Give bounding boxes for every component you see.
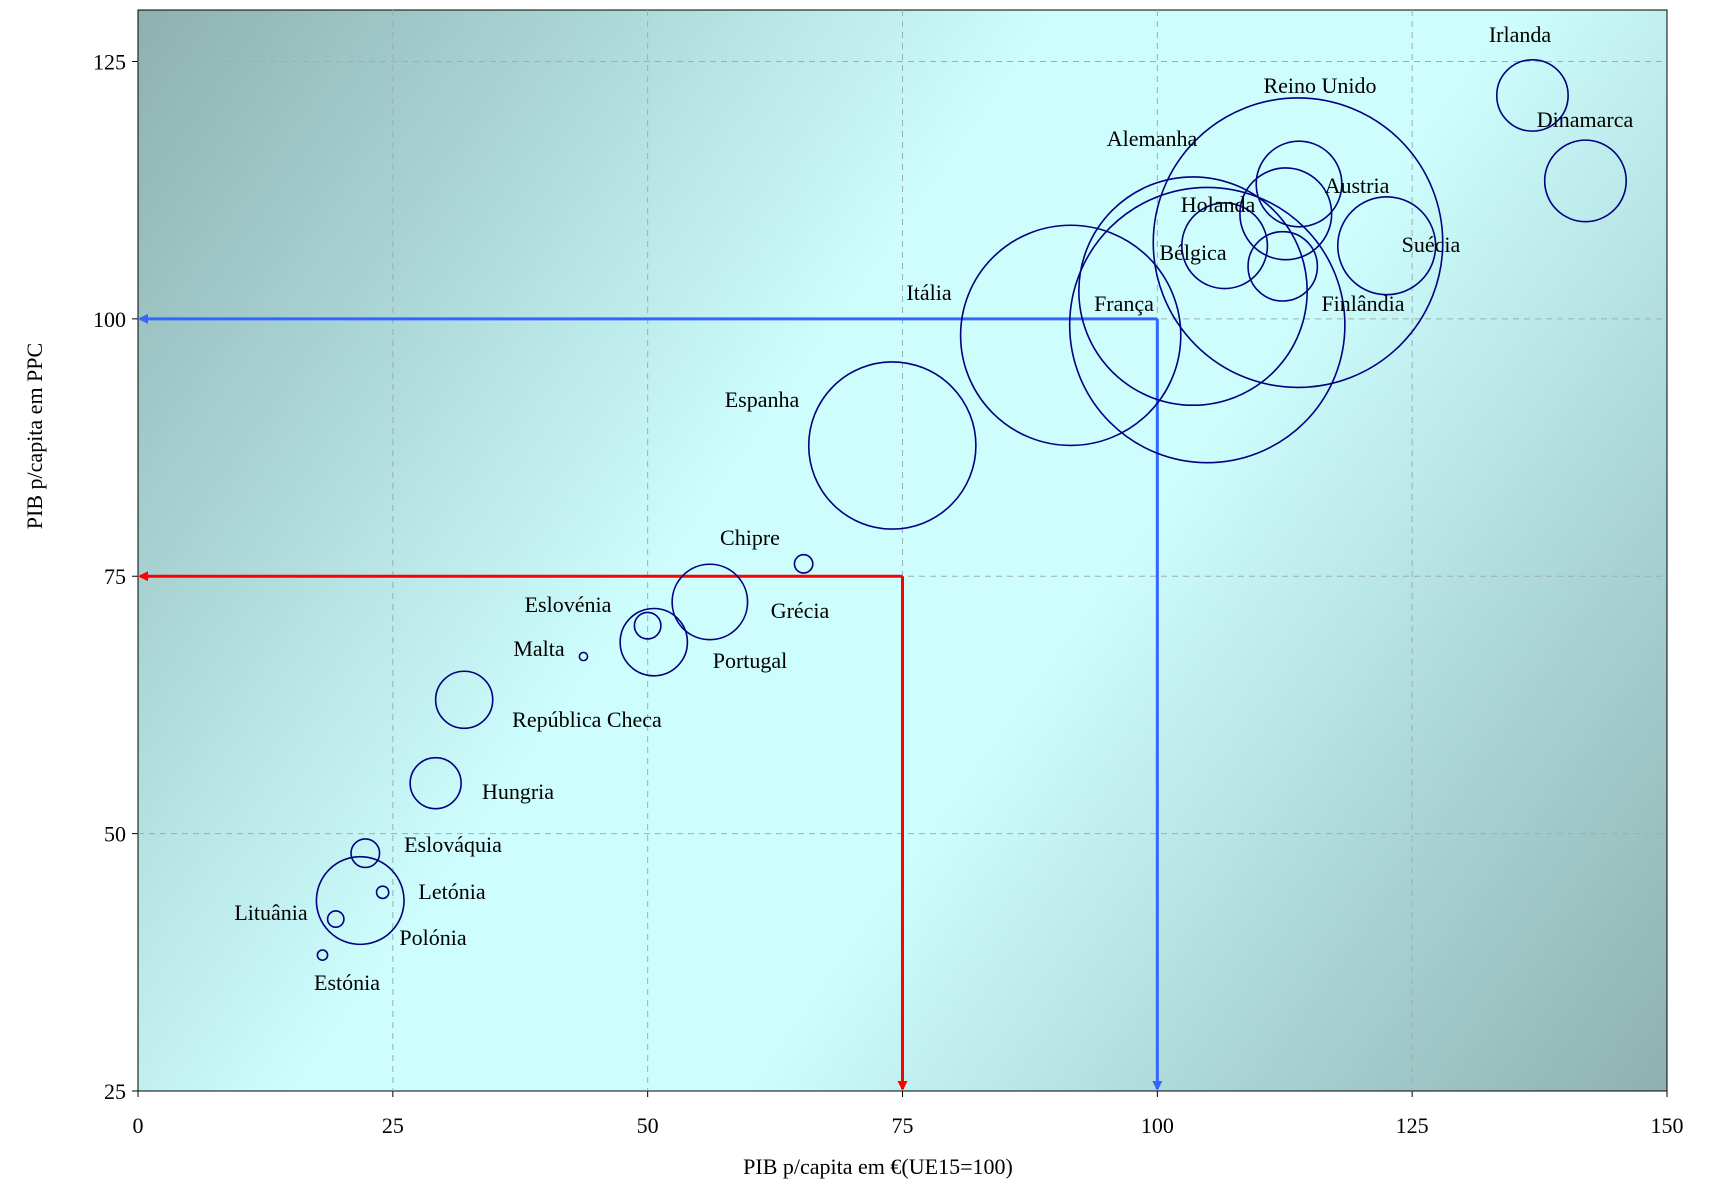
- bubble-Malta: [578, 651, 589, 662]
- bubble-Lituânia: [326, 910, 345, 929]
- x-tick-label: 50: [637, 1113, 659, 1138]
- x-tick-label: 100: [1141, 1113, 1174, 1138]
- axes: 0 25 50 75 100 125 150 25 50 75 100 125: [93, 49, 1684, 1138]
- bubble-Irlanda: [1495, 58, 1569, 132]
- x-tick-label: 125: [1396, 1113, 1429, 1138]
- y-tick-label: 75: [104, 564, 126, 589]
- bubble-Holanda: [1239, 167, 1333, 261]
- label-Itália: Itália: [906, 280, 951, 305]
- label-Austria: Austria: [1325, 173, 1390, 198]
- label-Holanda: Holanda: [1181, 192, 1256, 217]
- bubble-Austria: [1255, 140, 1343, 228]
- label-Malta: Malta: [513, 636, 565, 661]
- bubble-Eslovénia: [633, 611, 662, 640]
- bubble-Polónia: [315, 855, 405, 946]
- label-Suécia: Suécia: [1402, 232, 1461, 257]
- bubble-Grécia: [671, 563, 749, 641]
- label-Letónia: Letónia: [418, 879, 485, 904]
- bubble-Reino Unido: [1152, 97, 1444, 389]
- bubble-Chipre: [793, 553, 814, 574]
- label-Estónia: Estónia: [314, 970, 380, 995]
- bubble-Espanha: [807, 361, 977, 530]
- reference-lines: [138, 313, 1163, 1091]
- label-Polónia: Polónia: [399, 925, 466, 950]
- label-Dinamarca: Dinamarca: [1537, 107, 1634, 132]
- bubble-Portugal: [619, 607, 689, 677]
- label-Alemanha: Alemanha: [1107, 126, 1198, 151]
- label-França: França: [1094, 291, 1154, 316]
- bubble-Finlândia: [1247, 230, 1319, 302]
- y-tick-label: 100: [93, 307, 126, 332]
- bubble-Letónia: [375, 885, 390, 900]
- bubble-Bélgica: [1180, 202, 1269, 290]
- x-tick-label: 25: [382, 1113, 404, 1138]
- label-Portugal: Portugal: [713, 648, 788, 673]
- point-labels: Irlanda Dinamarca Reino Unido Alemanha Austr…: [234, 22, 1633, 995]
- label-Lituânia: Lituânia: [234, 900, 308, 925]
- label-Hungria: Hungria: [482, 779, 554, 804]
- label-Irlanda: Irlanda: [1489, 22, 1552, 47]
- label-República Checa: República Checa: [512, 707, 662, 732]
- bubble-Suécia: [1336, 196, 1437, 296]
- bubble-República Checa: [434, 670, 494, 730]
- y-axis-title: PIB p/capita em PPC: [22, 343, 47, 529]
- y-tick-label: 25: [104, 1079, 126, 1104]
- y-tick-label: 50: [104, 822, 126, 847]
- label-Chipre: Chipre: [720, 525, 780, 550]
- label-Reino Unido: Reino Unido: [1263, 73, 1376, 98]
- bubble-Dinamarca: [1543, 139, 1628, 223]
- x-tick-label: 150: [1651, 1113, 1684, 1138]
- label-Eslováquia: Eslováquia: [404, 832, 502, 857]
- x-axis-title: PIB p/capita em €(UE15=100): [743, 1154, 1013, 1179]
- bubble-França: [1068, 186, 1346, 464]
- label-Bélgica: Bélgica: [1159, 240, 1226, 265]
- label-Finlândia: Finlândia: [1321, 291, 1404, 316]
- x-tick-label: 75: [892, 1113, 914, 1138]
- x-tick-label: 0: [133, 1113, 144, 1138]
- bubble-Hungria: [409, 756, 462, 810]
- label-Espanha: Espanha: [725, 387, 800, 412]
- bubble-Estónia: [316, 949, 329, 961]
- label-Eslovénia: Eslovénia: [525, 592, 612, 617]
- y-tick-label: 125: [93, 49, 126, 74]
- label-Grécia: Grécia: [771, 598, 830, 623]
- bubble-Eslováquia: [350, 838, 381, 869]
- bubble-Itália: [959, 224, 1182, 447]
- bubbles: [315, 58, 1628, 961]
